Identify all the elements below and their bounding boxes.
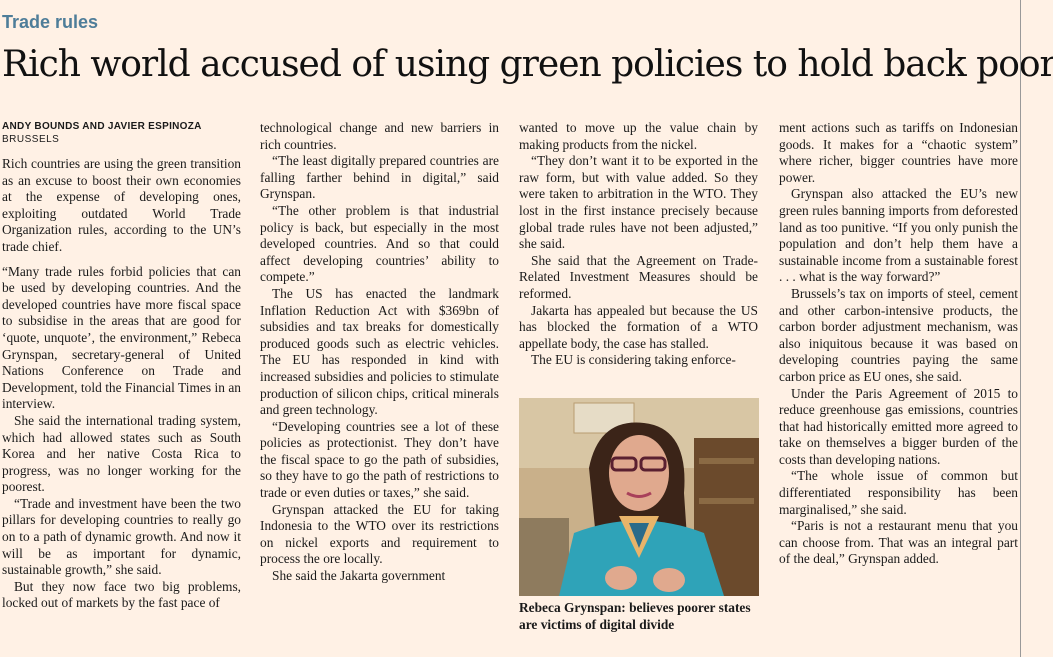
byline: ANDY BOUNDS AND JAVIER ESPINOZA [2, 121, 202, 132]
photo-caption: Rebeca Grynspan: believes poorer states … [519, 600, 751, 632]
paragraph: She said the Jakarta government [272, 568, 446, 584]
paragraph: wanted to move up the value chain by mak… [519, 120, 758, 152]
column: ment actions such as tariffs on Indonesi… [779, 120, 1018, 657]
paragraph: “The whole issue of common but different… [779, 468, 1018, 517]
headline: Rich world accused of using green polici… [2, 44, 1053, 85]
paragraph: Grynspan also attacked the EU’s new gree… [779, 186, 1018, 285]
paragraph: Brussels’s tax on imports of steel, ceme… [779, 285, 1018, 384]
paragraph: “The other problem is that industrial po… [260, 202, 499, 285]
paragraph: “Trade and investment have been the two … [2, 495, 241, 578]
paragraph: She said the international trading syste… [2, 412, 241, 495]
paragraph: But they now face two big problems, lock… [2, 578, 241, 611]
paragraph: Jakarta has appealed but because the US … [519, 302, 758, 351]
dateline: BRUSSELS [2, 134, 60, 145]
paragraph: “The least digitally prepared countries … [260, 153, 499, 202]
paragraph: The EU is considering taking enforce- [531, 352, 736, 368]
section-label: Trade rules [2, 12, 99, 32]
paragraph: The US has enacted the landmark Inflatio… [260, 285, 499, 418]
paragraph: “Developing countries see a lot of these… [260, 418, 499, 501]
photo [519, 398, 759, 596]
paragraph: “Paris is not a restaurant menu that you… [779, 518, 1018, 567]
column-rule [1020, 0, 1021, 657]
paragraph: “Many trade rules forbid policies that c… [2, 263, 241, 412]
column: wanted to move up the value chain by mak… [519, 120, 758, 390]
paragraph: “They don’t want it to be exported in th… [519, 153, 758, 252]
paragraph: She said that the Agreement on Trade-Rel… [519, 252, 758, 301]
paragraph: Under the Paris Agreement of 2015 to red… [779, 385, 1018, 467]
paragraph: technological change and new barriers in… [260, 120, 499, 152]
paragraph: Grynspan attacked the EU for taking Indo… [260, 501, 499, 567]
column: ANDY BOUNDS AND JAVIER ESPINOZA BRUSSELS… [2, 120, 241, 657]
paragraph: ment actions such as tariffs on Indonesi… [779, 120, 1018, 185]
paragraph: Rich countries are using the green trans… [2, 156, 241, 254]
column: technological change and new barriers in… [260, 120, 499, 657]
